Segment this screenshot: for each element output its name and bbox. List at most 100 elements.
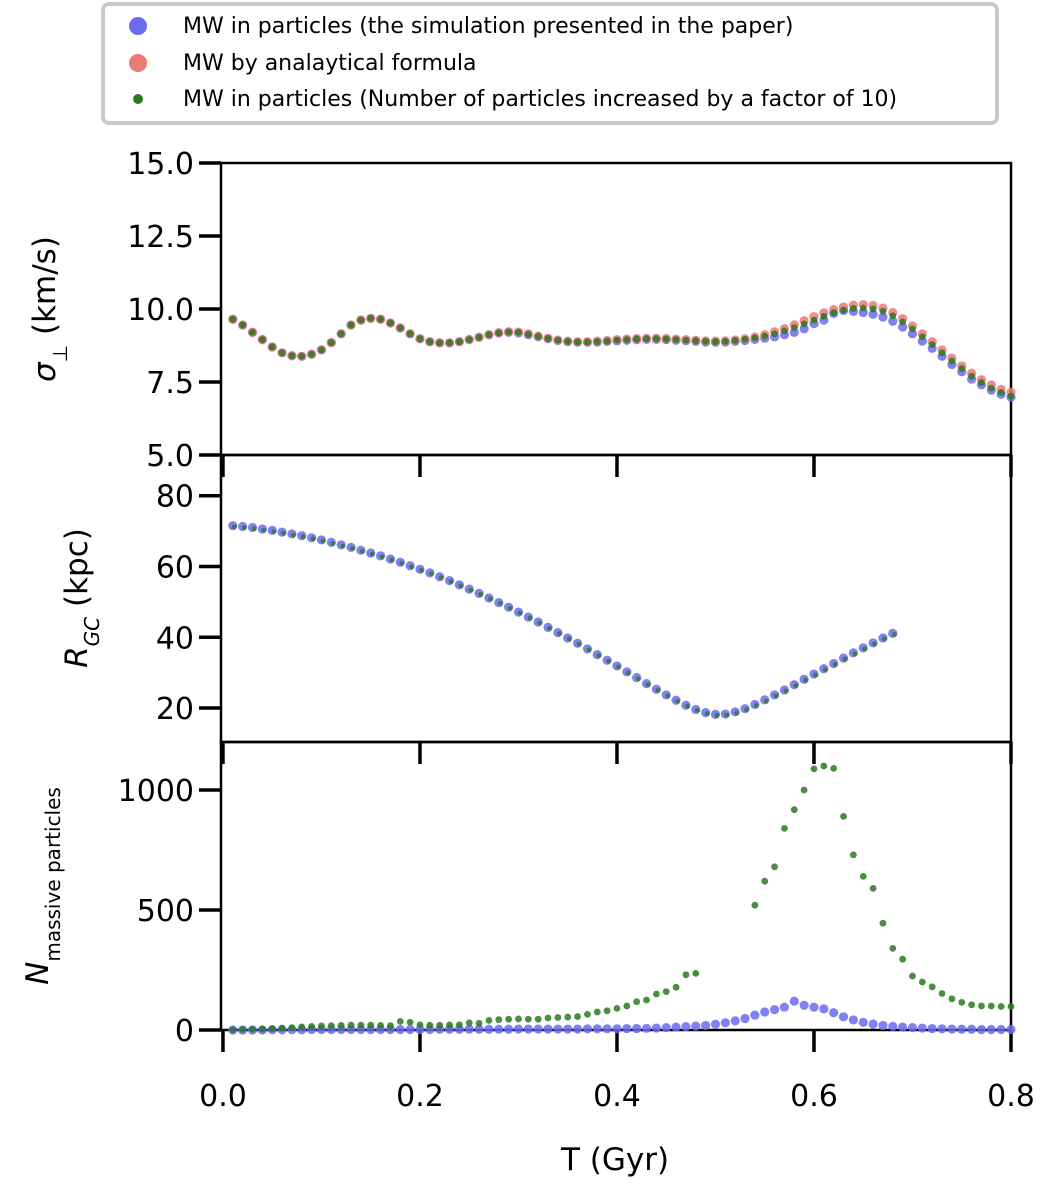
sigma-ytick-label: 15.0 (127, 147, 194, 182)
nmassive-ytick-label: 0 (175, 1014, 194, 1049)
sigma-data-point (692, 337, 700, 345)
nmassive-data-point (544, 1014, 552, 1022)
rgc-ytick-label: 80 (156, 480, 194, 515)
rgc-data-point (625, 670, 631, 676)
nmassive-data-point (859, 873, 867, 880)
rgc-data-point (438, 575, 444, 581)
nmassive-data-point (838, 1012, 849, 1022)
nmassive-data-point (1006, 1024, 1016, 1035)
nmassive-data-point (938, 990, 946, 997)
sigma-ylabel: σ⊥ (km/s) (27, 236, 72, 382)
sigma-data-point (239, 321, 247, 329)
nmassive-data-point (692, 969, 700, 977)
nmassive-data-point (523, 1024, 533, 1034)
rgc-data-point (527, 615, 533, 621)
rgc-data-point (744, 707, 749, 713)
sigma-data-point (278, 349, 286, 357)
nmassive-data-point (848, 1015, 858, 1025)
sigma-data-point (416, 335, 424, 343)
rgc-data-point (310, 536, 316, 542)
rgc-data-point (645, 682, 651, 688)
nmassive-data-point (574, 1013, 581, 1020)
rgc-data-point (714, 712, 720, 718)
sigma-data-point (702, 338, 710, 345)
rgc-data-point (497, 601, 503, 606)
rgc-data-point (793, 683, 799, 689)
nmassive-data-point (395, 1024, 405, 1035)
sigma-ytick-label: 7.5 (146, 366, 194, 401)
panel-rgc-frame (219, 453, 1013, 744)
sigma-data-point (712, 338, 719, 346)
nmassive-data-point (592, 1024, 602, 1034)
rgc-data-point (389, 557, 395, 563)
sigma-data-point (859, 304, 867, 312)
rgc-data-point (330, 541, 336, 546)
nmassive-data-point (446, 1021, 453, 1029)
nmassive-data-point (840, 813, 847, 820)
nmassive-data-point (966, 1024, 977, 1034)
sigma-data-point (790, 324, 798, 332)
rgc-data-point (773, 693, 779, 699)
sigma-data-point (534, 333, 542, 340)
nmassive-data-point (613, 1005, 621, 1012)
nmassive-data-point (505, 1015, 513, 1023)
sigma-data-point (298, 352, 306, 360)
nmassive-data-point (710, 1019, 721, 1029)
rgc-data-point (488, 596, 493, 602)
nmassive-data-point (455, 1021, 463, 1029)
rgc-data-point (566, 636, 572, 642)
rgc-data-point (241, 525, 247, 530)
nmassive-data-point (889, 945, 897, 952)
legend-label-red: MW by analaytical formula (183, 51, 476, 76)
nmassive-data-point (543, 1024, 553, 1034)
rgc-data-point (616, 664, 621, 670)
sigma-data-point (948, 357, 956, 365)
sigma-data-point (918, 333, 926, 341)
rgc-data-point (685, 703, 690, 709)
sigma-data-point (308, 350, 316, 358)
nmassive-data-point (416, 1021, 424, 1029)
nmassive-data-point (672, 983, 680, 991)
legend-label-green: MW in particles (Number of particles inc… (183, 87, 897, 112)
legend: MW in particles (the simulation presente… (101, 2, 999, 125)
nmassive-data-point (593, 1008, 601, 1016)
sigma-data-point (879, 307, 887, 315)
sigma-data-point (603, 337, 611, 345)
rgc-data-point (468, 587, 474, 593)
sigma-data-point (288, 352, 296, 360)
rgc-data-point (556, 631, 562, 637)
nmassive-data-point (681, 1022, 691, 1032)
rgc-data-point (724, 712, 730, 718)
sigma-data-point (741, 335, 749, 343)
sigma-data-point (968, 372, 975, 380)
nmassive-data-point (563, 1024, 573, 1034)
sigma-data-point (446, 339, 453, 347)
nmassive-data-point (750, 1010, 760, 1020)
nmassive-data-point (958, 999, 966, 1006)
sigma-ylabel-symbol: σ (27, 361, 63, 382)
rgc-data-point (882, 636, 887, 642)
rgc-data-point (547, 625, 552, 631)
nmassive-data-point (997, 1003, 1005, 1010)
nmassive-data-point (879, 919, 887, 927)
rgc-data-point (448, 579, 454, 585)
nmassive-data-point (643, 996, 650, 1004)
nmassive-data-point (602, 1024, 612, 1034)
rgc-data-point (694, 708, 700, 713)
sigma-data-point (888, 316, 898, 326)
sigma-data-point (938, 349, 946, 357)
nmassive-data-point (819, 1004, 829, 1014)
nmassive-data-point (327, 1022, 335, 1030)
nmassive-data-point (632, 1023, 642, 1034)
rgc-data-point (350, 545, 355, 551)
sigma-data-point (574, 338, 581, 346)
nmassive-data-point (387, 1022, 394, 1030)
rgc-data-point (675, 698, 680, 704)
nmassive-data-point (347, 1021, 355, 1029)
rgc-data-point (320, 538, 326, 544)
nmassive-data-point (996, 1024, 1006, 1035)
sigma-data-point (485, 331, 493, 339)
rgc-data-point (369, 551, 375, 557)
legend-box (101, 2, 999, 125)
sigma-data-point (544, 335, 552, 342)
